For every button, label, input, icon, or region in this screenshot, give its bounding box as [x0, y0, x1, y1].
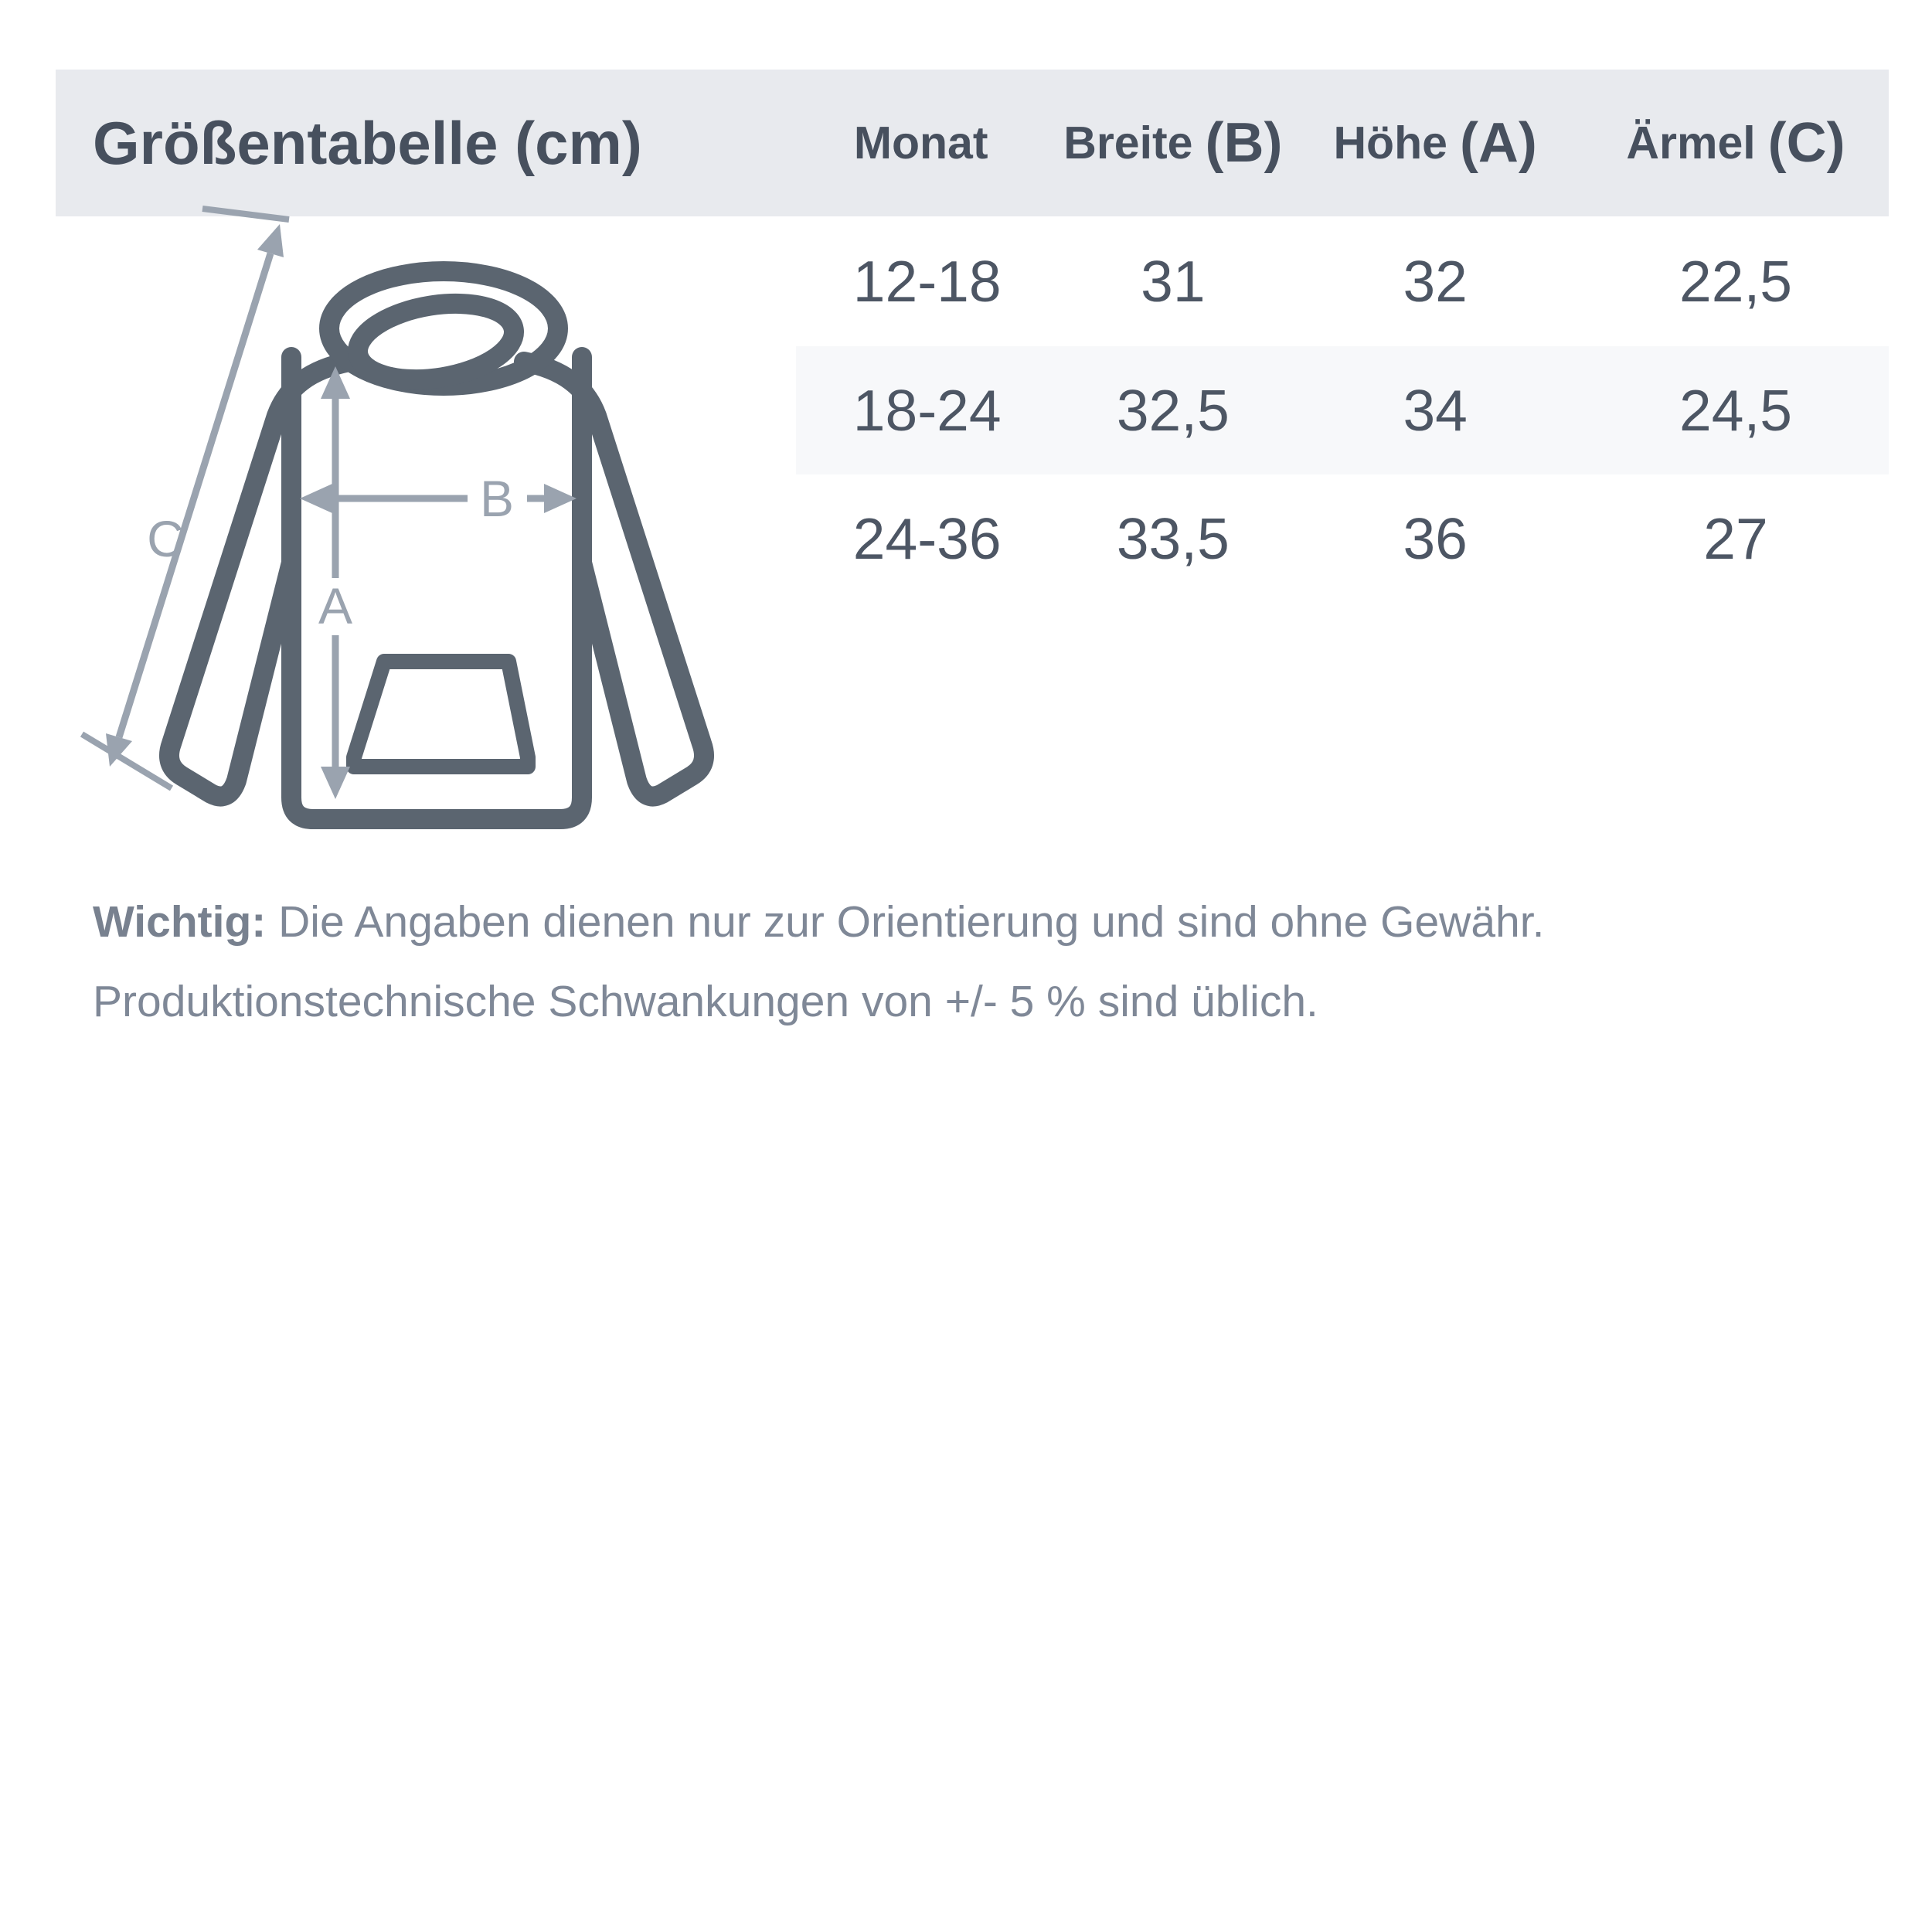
- measure-arrow-c: [80, 206, 290, 791]
- hoodie-right-sleeve: [514, 352, 714, 807]
- cell-monat: 18-24: [852, 378, 1002, 443]
- hoodie-pocket: [346, 654, 536, 774]
- table-row: 18-24 32,5 34 24,5: [796, 346, 1889, 474]
- hoodie-hood-inner: [347, 293, 525, 390]
- column-header-letter: (A): [1459, 112, 1537, 174]
- cell-aermel: 27: [1703, 506, 1768, 571]
- cell-breite: 31: [1141, 249, 1206, 314]
- table-row: 24-36 33,5 36 27: [796, 474, 1889, 603]
- hoodie-body: [281, 347, 592, 829]
- cell-monat: 12-18: [852, 249, 1002, 314]
- column-header-label: Monat: [853, 117, 988, 168]
- cell-breite: 32,5: [1116, 378, 1230, 443]
- measure-arrow-a: [321, 366, 350, 799]
- cell-aermel: 22,5: [1679, 249, 1792, 314]
- cell-hoehe: 36: [1403, 506, 1468, 571]
- cell-hoehe: 32: [1403, 249, 1468, 314]
- cell-hoehe: 34: [1403, 378, 1468, 443]
- disclaimer-note: Wichtig: Die Angaben dienen nur zur Orie…: [93, 883, 1901, 1042]
- column-header-label: Ärmel: [1626, 117, 1756, 168]
- table-row: 12-18 31 32 22,5: [796, 216, 1889, 346]
- measure-arrow-b: [300, 484, 577, 513]
- hoodie-measurement-diagram: A B C: [80, 206, 714, 829]
- label-c: C: [147, 510, 184, 567]
- cell-monat: 24-36: [852, 506, 1002, 571]
- cell-aermel: 24,5: [1679, 378, 1792, 443]
- hoodie-left-sleeve: [159, 352, 359, 807]
- disclaimer-text-line1: Die Angaben dienen nur zur Orientierung …: [278, 897, 1545, 947]
- page-title: Größentabelle (cm): [93, 108, 642, 177]
- column-header-letter: (C): [1767, 112, 1845, 174]
- table-header-columns: Monat Breite (B) Höhe (A) Ärmel (C): [796, 70, 1889, 216]
- column-header-hoehe: Höhe (A): [1287, 70, 1583, 216]
- label-b: B: [480, 470, 514, 527]
- column-header-breite: Breite (B): [1058, 70, 1287, 216]
- column-header-label: Höhe: [1333, 117, 1447, 168]
- table-header-bar: Größentabelle (cm) Monat Breite (B) Höhe…: [56, 70, 1889, 216]
- disclaimer-label: Wichtig:: [93, 897, 267, 947]
- column-header-aermel: Ärmel (C): [1583, 70, 1889, 216]
- column-header-monat: Monat: [796, 70, 1058, 216]
- column-header-letter: (B): [1205, 112, 1283, 174]
- label-a: A: [318, 577, 352, 634]
- disclaimer-text-line2: Produktionstechnische Schwankungen von +…: [93, 977, 1318, 1026]
- cell-breite: 33,5: [1116, 506, 1230, 571]
- column-header-label: Breite: [1063, 117, 1193, 168]
